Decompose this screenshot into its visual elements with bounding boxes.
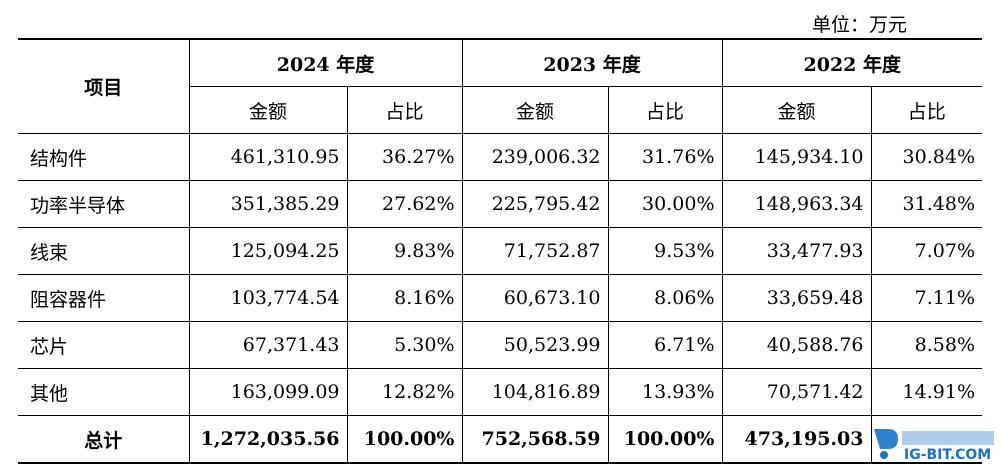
item-header: 项目	[18, 38, 189, 134]
cell-value: 70,571.42	[721, 368, 871, 416]
cell-value: 148,963.34	[721, 180, 871, 228]
watermark-logo: IG-BIT.COM	[874, 429, 994, 463]
cell-value: 239,006.32	[461, 133, 608, 181]
cell-value: 31.76%	[607, 133, 722, 181]
cell-value: 40,588.76	[721, 321, 871, 369]
amount-header: 金额	[721, 86, 871, 134]
year-header-2022: 2022 年度	[721, 38, 982, 87]
cell-value: 461,310.95	[188, 133, 347, 181]
table-row: 线束 125,094.25 9.83% 71,752.87 9.53% 33,4…	[18, 227, 982, 275]
row-label: 功率半导体	[18, 180, 189, 228]
cell-value: 67,371.43	[188, 321, 347, 369]
cell-value: 7.11%	[870, 274, 982, 322]
total-value: 100.00%	[607, 415, 722, 464]
cell-value: 30.00%	[607, 180, 722, 228]
cell-value: 50,523.99	[461, 321, 608, 369]
cell-value: 12.82%	[346, 368, 462, 416]
cell-value: 9.53%	[607, 227, 722, 275]
year-header-2023: 2023 年度	[461, 38, 722, 87]
cell-value: 27.62%	[346, 180, 462, 228]
cell-value: 145,934.10	[721, 133, 871, 181]
cell-value: 5.30%	[346, 321, 462, 369]
row-label: 阻容器件	[18, 274, 189, 322]
year-header-2024: 2024 年度	[188, 38, 462, 87]
total-value: 1,272,035.56	[188, 415, 347, 464]
cell-value: 9.83%	[346, 227, 462, 275]
ratio-header: 占比	[870, 86, 982, 134]
cell-value: 6.71%	[607, 321, 722, 369]
table-row: 阻容器件 103,774.54 8.16% 60,673.10 8.06% 33…	[18, 274, 982, 322]
row-label: 其他	[18, 368, 189, 416]
cell-value: 225,795.42	[461, 180, 608, 228]
ratio-header: 占比	[346, 86, 462, 134]
cell-value: 163,099.09	[188, 368, 347, 416]
cell-value: 8.06%	[607, 274, 722, 322]
cell-value: 104,816.89	[461, 368, 608, 416]
cell-value: 125,094.25	[188, 227, 347, 275]
cell-value: 103,774.54	[188, 274, 347, 322]
cell-value: 7.07%	[870, 227, 982, 275]
cell-value: 36.27%	[346, 133, 462, 181]
cell-value: 33,477.93	[721, 227, 871, 275]
cell-value: 31.48%	[870, 180, 982, 228]
total-value: 752,568.59	[461, 415, 608, 464]
cell-value: 33,659.48	[721, 274, 871, 322]
cell-value: 60,673.10	[461, 274, 608, 322]
table-row: 结构件 461,310.95 36.27% 239,006.32 31.76% …	[18, 133, 982, 181]
cell-value: 351,385.29	[188, 180, 347, 228]
row-label: 线束	[18, 227, 189, 275]
amount-header: 金额	[461, 86, 608, 134]
cell-value: 14.91%	[870, 368, 982, 416]
table-row: 其他 163,099.09 12.82% 104,816.89 13.93% 7…	[18, 368, 982, 416]
total-row: 总计 1,272,035.56 100.00% 752,568.59 100.0…	[18, 415, 982, 464]
ratio-header: 占比	[607, 86, 722, 134]
amount-header: 金额	[188, 86, 347, 134]
watermark-text: IG-BIT.COM	[904, 447, 991, 463]
total-value: 473,195.03	[721, 415, 871, 464]
cell-value: 8.58%	[870, 321, 982, 369]
total-label: 总计	[18, 415, 189, 464]
cell-value: 30.84%	[870, 133, 982, 181]
procurement-table: 项目 2024 年度 2023 年度 2022 年度 金额 占比 金额 占比 金…	[18, 38, 982, 464]
cell-value: 71,752.87	[461, 227, 608, 275]
unit-label: 单位：万元	[812, 14, 908, 36]
total-value: 100.00%	[346, 415, 462, 464]
table-row: 功率半导体 351,385.29 27.62% 225,795.42 30.00…	[18, 180, 982, 228]
row-label: 芯片	[18, 321, 189, 369]
cell-value: 8.16%	[346, 274, 462, 322]
table-row: 芯片 67,371.43 5.30% 50,523.99 6.71% 40,58…	[18, 321, 982, 369]
row-label: 结构件	[18, 133, 189, 181]
cell-value: 13.93%	[607, 368, 722, 416]
